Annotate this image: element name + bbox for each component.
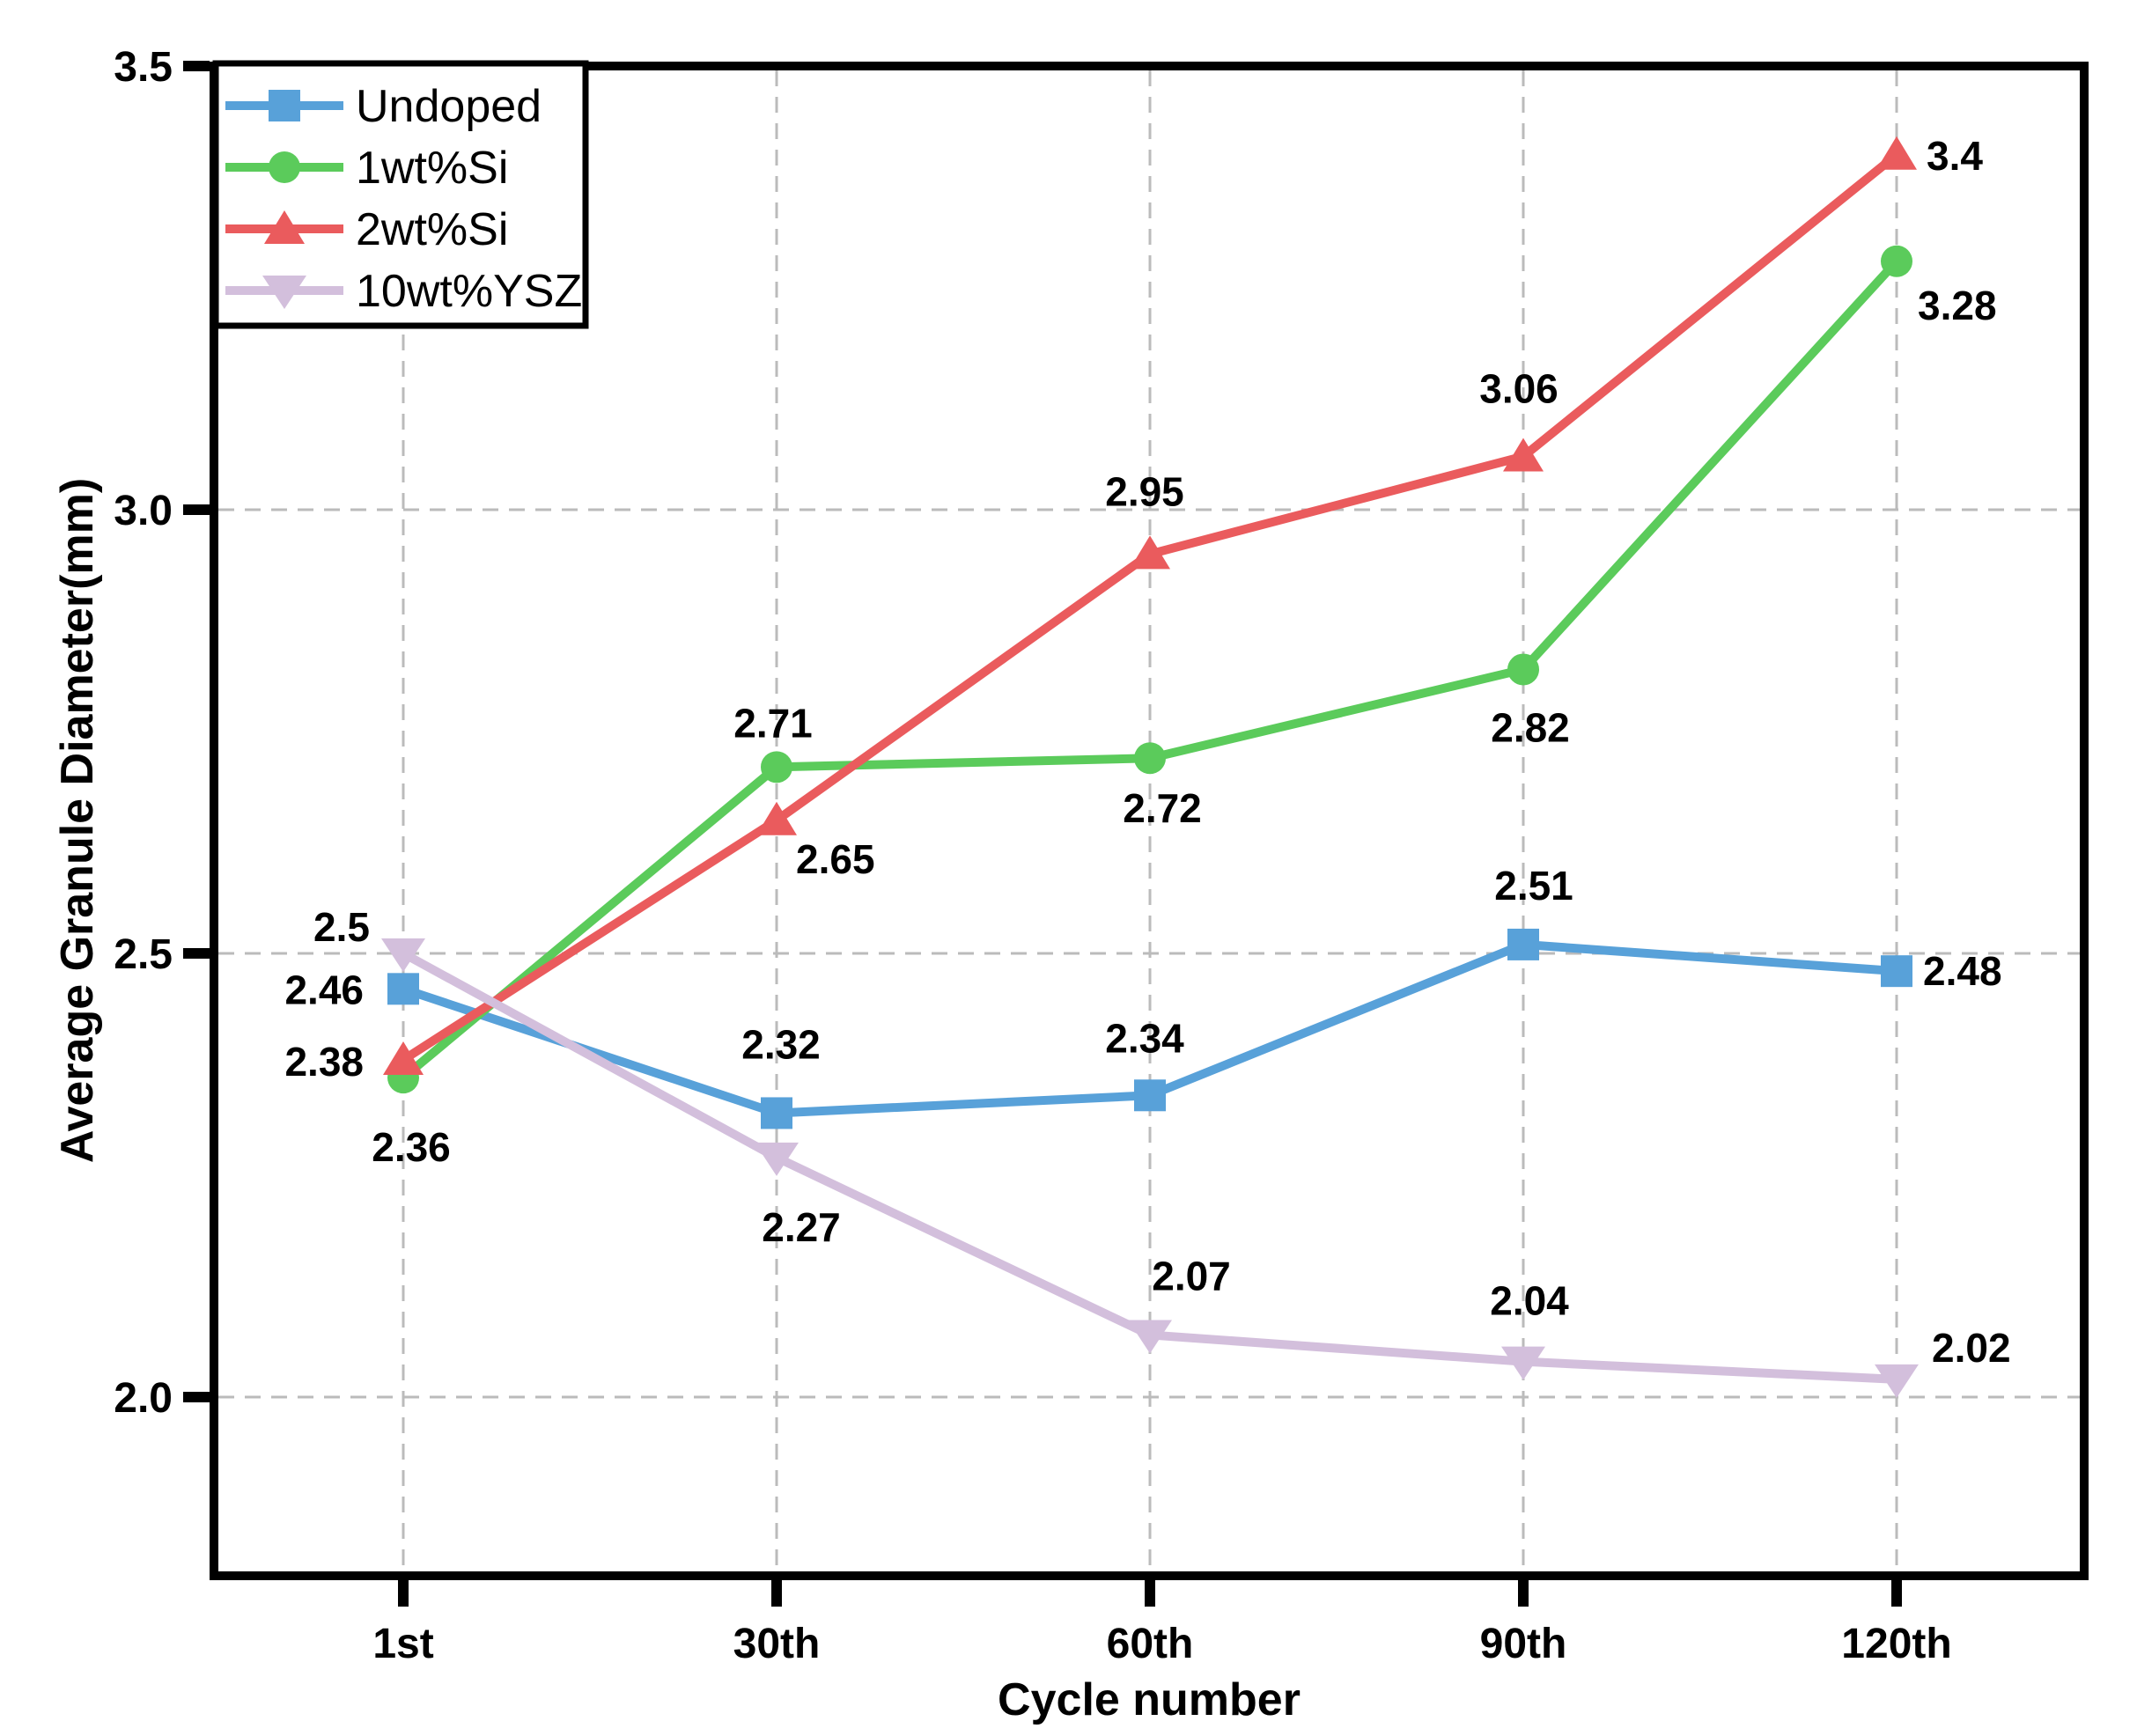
legend-item-2wt-si: 2wt%Si — [225, 204, 508, 255]
marker-undoped-90th — [1507, 928, 1539, 960]
x-tick-label-30th: 30th — [733, 1621, 821, 1667]
legend-label-undoped: Undoped — [356, 81, 542, 132]
marker-undoped-1st — [387, 973, 419, 1005]
data-label-2wt-si-60th: 2.95 — [1105, 468, 1184, 514]
data-label-undoped-30th: 2.32 — [741, 1021, 821, 1067]
marker-1wt-si-90th — [1507, 653, 1539, 686]
data-label-undoped-90th: 2.51 — [1494, 863, 1573, 908]
legend-marker-1wt-si — [269, 151, 300, 183]
plot-border — [210, 62, 2089, 1580]
x-tick-label-60th: 60th — [1107, 1621, 1194, 1667]
y-tick-label-3-0: 3.0 — [114, 488, 173, 534]
marker-2wt-si-60th — [1130, 535, 1170, 570]
data-label-2wt-si-30th: 2.65 — [796, 836, 875, 882]
data-label-1wt-si-30th: 2.71 — [733, 700, 813, 746]
marker-undoped-120th — [1881, 955, 1912, 988]
data-label-10wt-ysz-90th: 2.04 — [1490, 1278, 1569, 1324]
data-label-1wt-si-60th: 2.72 — [1123, 785, 1202, 831]
marker-10wt-ysz-1st — [381, 938, 425, 972]
y-axis-title: Average Granule Diameter(mm) — [52, 478, 103, 1163]
marker-2wt-si-90th — [1503, 438, 1544, 472]
legend-marker-undoped — [269, 90, 300, 121]
legend: Undoped 1wt%Si 2wt%Si 10wt%YSZ — [212, 60, 589, 329]
y-tick-label-2-5: 2.5 — [114, 931, 173, 978]
marker-10wt-ysz-120th — [1875, 1364, 1919, 1398]
legend-label-2wt-si: 2wt%Si — [356, 204, 508, 255]
data-label-1wt-si-1st: 2.36 — [372, 1124, 451, 1170]
marker-1wt-si-30th — [761, 751, 792, 783]
gridlines — [218, 70, 2080, 1571]
y-tick-label-2-0: 2.0 — [114, 1375, 173, 1422]
x-tick-label-90th: 90th — [1480, 1621, 1567, 1667]
y-tick-label-3-5: 3.5 — [114, 44, 173, 91]
marker-2wt-si-1st — [383, 1041, 424, 1075]
marker-10wt-ysz-30th — [755, 1142, 799, 1176]
legend-marker-10wt-ysz — [262, 276, 306, 309]
marker-1wt-si-120th — [1881, 245, 1912, 277]
data-label-2wt-si-90th: 3.06 — [1479, 366, 1559, 412]
legend-item-1wt-si: 1wt%Si — [225, 143, 508, 194]
legend-item-undoped: Undoped — [225, 81, 542, 132]
x-tick-label-1st: 1st — [372, 1621, 433, 1667]
data-label-1wt-si-120th: 3.28 — [1918, 283, 1997, 328]
legend-marker-2wt-si — [264, 210, 305, 244]
data-label-10wt-ysz-120th: 2.02 — [1932, 1325, 2011, 1371]
marker-undoped-60th — [1134, 1079, 1166, 1112]
data-label-10wt-ysz-30th: 2.27 — [762, 1204, 841, 1250]
legend-label-1wt-si: 1wt%Si — [356, 143, 508, 194]
data-label-1wt-si-90th: 2.82 — [1491, 704, 1570, 750]
marker-2wt-si-120th — [1876, 136, 1917, 170]
data-label-undoped-120th: 2.48 — [1923, 948, 2002, 994]
data-label-undoped-60th: 2.34 — [1105, 1015, 1184, 1061]
data-label-10wt-ysz-1st: 2.5 — [313, 904, 370, 950]
axes-layer — [183, 61, 2089, 1607]
x-axis-title: Cycle number — [998, 1674, 1301, 1725]
legend-label-10wt-ysz: 10wt%YSZ — [356, 266, 582, 317]
marker-undoped-30th — [761, 1097, 792, 1129]
x-tick-label-120th: 120th — [1841, 1621, 1951, 1667]
marker-1wt-si-60th — [1134, 742, 1166, 775]
data-label-undoped-1st: 2.46 — [284, 967, 364, 1012]
tick-label-layer: 2.0 2.5 3.0 3.5 1st 30th 60th 90th 120th — [114, 44, 1951, 1667]
data-label-2wt-si-120th: 3.4 — [1927, 133, 1983, 179]
data-label-10wt-ysz-60th: 2.07 — [1152, 1253, 1231, 1298]
marker-10wt-ysz-60th — [1128, 1320, 1172, 1354]
legend-item-10wt-ysz: 10wt%YSZ — [225, 266, 582, 317]
marker-2wt-si-30th — [756, 801, 797, 835]
marker-10wt-ysz-90th — [1501, 1346, 1545, 1380]
series-layer: 2.46 2.32 2.34 2.51 2.48 2.36 2.71 2.72 2.82 3.28… — [284, 133, 2011, 1398]
data-label-2wt-si-1st: 2.38 — [284, 1039, 364, 1085]
